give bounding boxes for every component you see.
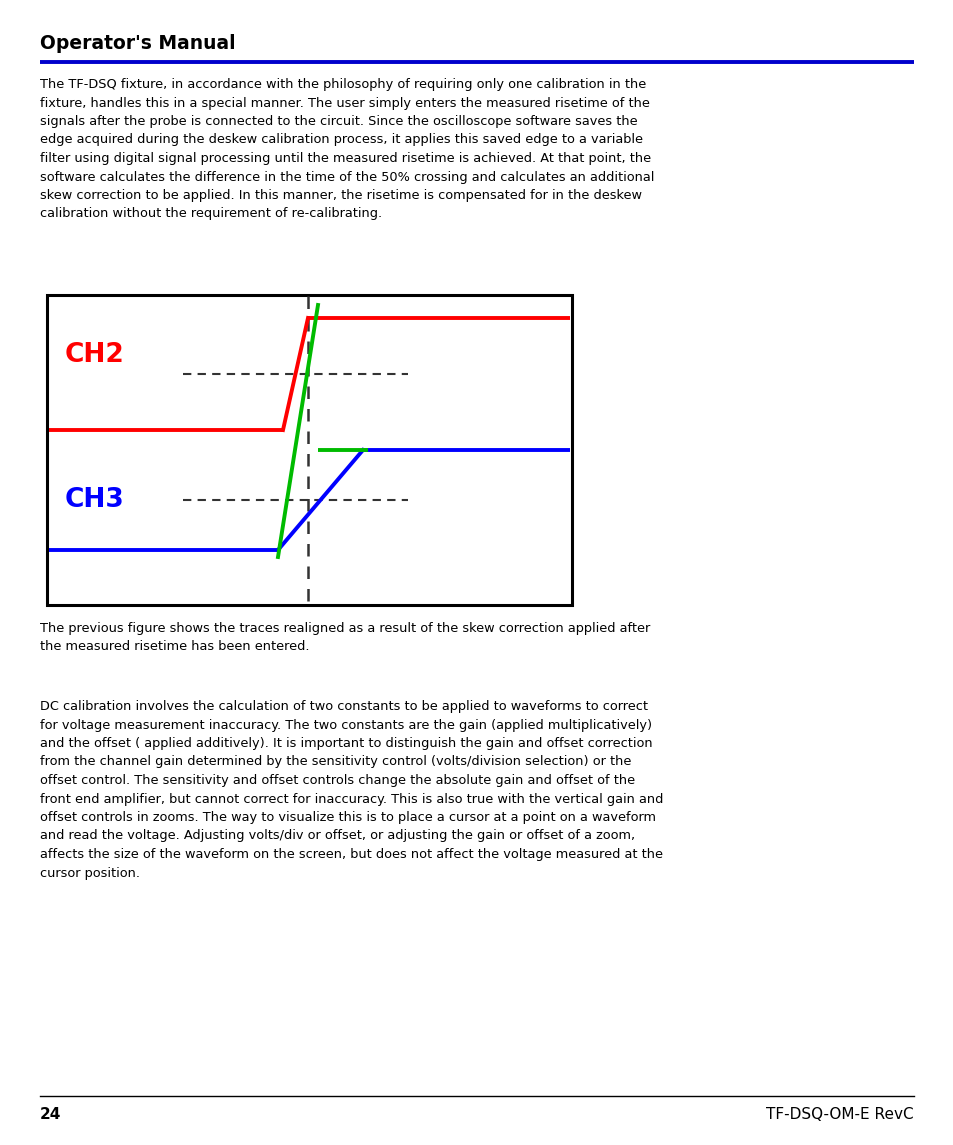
Text: CH2: CH2	[65, 342, 125, 368]
Text: TF-DSQ-OM-E RevC: TF-DSQ-OM-E RevC	[765, 1107, 913, 1122]
Text: The TF-DSQ fixture, in accordance with the philosophy of requiring only one cali: The TF-DSQ fixture, in accordance with t…	[40, 78, 654, 221]
Text: CH3: CH3	[65, 487, 125, 513]
Text: Operator's Manual: Operator's Manual	[40, 34, 235, 53]
Text: DC calibration involves the calculation of two constants to be applied to wavefo: DC calibration involves the calculation …	[40, 700, 662, 879]
Text: 24: 24	[40, 1107, 61, 1122]
Text: The previous figure shows the traces realigned as a result of the skew correctio: The previous figure shows the traces rea…	[40, 622, 650, 654]
Bar	[47, 295, 572, 605]
